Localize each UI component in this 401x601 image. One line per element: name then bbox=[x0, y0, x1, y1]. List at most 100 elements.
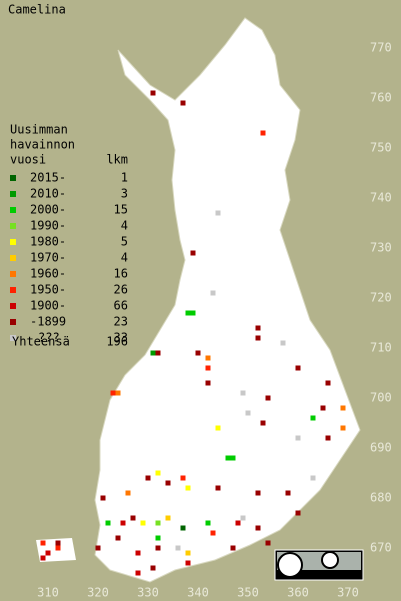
x-tick-label: 330 bbox=[137, 586, 159, 600]
y-tick-label: 710 bbox=[370, 341, 392, 355]
observation-square bbox=[110, 390, 116, 396]
legend-label: 1900- bbox=[30, 299, 66, 313]
observation-square bbox=[155, 535, 161, 541]
y-tick-label: 730 bbox=[370, 241, 392, 255]
observation-square bbox=[255, 335, 261, 341]
observation-square bbox=[295, 435, 301, 441]
observation-square bbox=[215, 425, 221, 431]
legend-swatch bbox=[10, 271, 16, 277]
title: Camelina bbox=[8, 3, 66, 17]
cc-badge bbox=[274, 549, 364, 581]
observation-square bbox=[210, 290, 216, 296]
observation-square bbox=[185, 485, 191, 491]
observation-square bbox=[125, 490, 131, 496]
observation-square bbox=[105, 520, 111, 526]
observation-square bbox=[210, 530, 216, 536]
legend-label: 1980- bbox=[30, 235, 66, 249]
y-tick-label: 670 bbox=[370, 541, 392, 555]
y-tick-label: 770 bbox=[370, 41, 392, 55]
legend-count: 23 bbox=[114, 315, 128, 329]
observation-square bbox=[115, 390, 121, 396]
legend-heading: vuosi bbox=[10, 153, 46, 167]
finland-land bbox=[94, 17, 361, 583]
legend-heading: havainnon bbox=[10, 138, 75, 152]
legend-label: 1990- bbox=[30, 219, 66, 233]
total-count: 196 bbox=[106, 335, 128, 349]
x-tick-label: 340 bbox=[187, 586, 209, 600]
y-tick-label: 690 bbox=[370, 441, 392, 455]
observation-square bbox=[235, 520, 241, 526]
observation-square bbox=[180, 475, 186, 481]
observation-square bbox=[55, 545, 61, 551]
legend-count: 1 bbox=[121, 171, 128, 185]
legend-swatch bbox=[10, 319, 16, 325]
legend-swatch bbox=[10, 287, 16, 293]
legend-swatch bbox=[10, 255, 16, 261]
observation-square bbox=[255, 525, 261, 531]
observation-square bbox=[320, 405, 326, 411]
observation-square bbox=[190, 250, 196, 256]
observation-square bbox=[140, 520, 146, 526]
y-tick-label: 760 bbox=[370, 91, 392, 105]
observation-square bbox=[180, 525, 186, 531]
observation-square bbox=[310, 475, 316, 481]
observation-square bbox=[180, 100, 186, 106]
observation-square bbox=[145, 475, 151, 481]
legend-label: 1950- bbox=[30, 283, 66, 297]
legend-count: 4 bbox=[121, 251, 128, 265]
observation-square bbox=[165, 480, 171, 486]
observation-square bbox=[55, 540, 61, 546]
total-label: Yhteensä bbox=[12, 335, 70, 349]
legend-swatch bbox=[10, 191, 16, 197]
legend-label: -1899 bbox=[30, 315, 66, 329]
observation-square bbox=[230, 545, 236, 551]
observation-square bbox=[215, 485, 221, 491]
observation-square bbox=[205, 355, 211, 361]
legend-label: ??? bbox=[38, 331, 60, 345]
legend-count: 33 bbox=[114, 331, 128, 345]
observation-square bbox=[260, 420, 266, 426]
y-tick-label: 750 bbox=[370, 141, 392, 155]
observation-square bbox=[285, 490, 291, 496]
observation-square bbox=[255, 490, 261, 496]
observation-square bbox=[45, 550, 51, 556]
observation-square bbox=[325, 380, 331, 386]
legend-heading: Uusimman bbox=[10, 123, 68, 137]
x-tick-label: 350 bbox=[237, 586, 259, 600]
observation-square bbox=[155, 470, 161, 476]
observation-square bbox=[150, 90, 156, 96]
observation-square bbox=[120, 520, 126, 526]
observation-square bbox=[215, 210, 221, 216]
legend-label: 1970- bbox=[30, 251, 66, 265]
observation-square bbox=[130, 515, 136, 521]
observation-square bbox=[255, 325, 261, 331]
observation-square bbox=[240, 390, 246, 396]
observation-square bbox=[265, 395, 271, 401]
observation-square bbox=[205, 380, 211, 386]
legend-count: 66 bbox=[114, 299, 128, 313]
legend-count: 5 bbox=[121, 235, 128, 249]
observation-square bbox=[230, 455, 236, 461]
cc-icon bbox=[277, 552, 303, 578]
x-tick-label: 360 bbox=[287, 586, 309, 600]
legend-label: 2000- bbox=[30, 203, 66, 217]
observation-square bbox=[185, 310, 191, 316]
observation-square bbox=[185, 560, 191, 566]
by-icon bbox=[321, 551, 339, 569]
observation-square bbox=[205, 520, 211, 526]
observation-square bbox=[165, 515, 171, 521]
observation-square bbox=[340, 405, 346, 411]
observation-square bbox=[260, 130, 266, 136]
x-tick-label: 310 bbox=[37, 586, 59, 600]
observation-square bbox=[150, 565, 156, 571]
legend-swatch bbox=[10, 335, 16, 341]
observation-square bbox=[225, 455, 231, 461]
observation-square bbox=[240, 515, 246, 521]
y-tick-label: 680 bbox=[370, 491, 392, 505]
observation-square bbox=[155, 520, 161, 526]
x-tick-label: 320 bbox=[87, 586, 109, 600]
observation-square bbox=[185, 550, 191, 556]
legend-count: 3 bbox=[121, 187, 128, 201]
